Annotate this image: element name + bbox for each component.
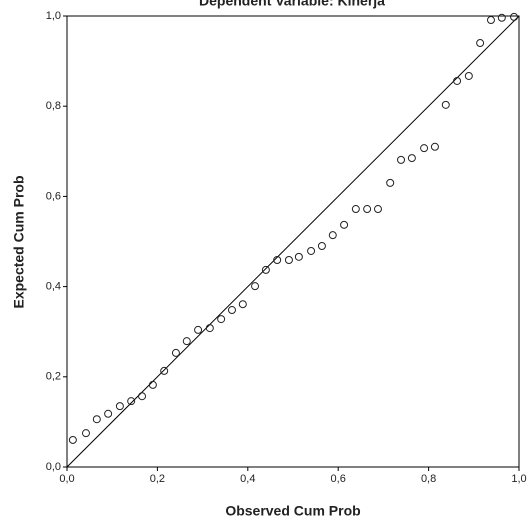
y-axis-title: Expected Cum Prob [11, 175, 27, 308]
x-tick-label: 0,2 [150, 473, 165, 485]
y-tick-label: 1,0 [46, 10, 61, 22]
x-tick-label: 0,8 [421, 473, 436, 485]
y-tick-label: 0,8 [46, 100, 61, 112]
chart-title: Dependent Variable: Kinerja [199, 0, 385, 9]
x-axis-title: Observed Cum Prob [225, 503, 360, 519]
y-tick-label: 0,2 [46, 371, 61, 383]
y-tick-label: 0,6 [46, 190, 61, 202]
y-tick-label: 0,0 [46, 461, 61, 473]
x-tick-label: 0,0 [59, 473, 74, 485]
chart: Dependent Variable: Kinerja Observed Cum… [0, 0, 529, 522]
x-tick-label: 0,6 [331, 473, 346, 485]
x-tick-label: 0,4 [240, 473, 255, 485]
x-tick-label: 1,0 [511, 473, 526, 485]
y-tick-label: 0,4 [46, 281, 61, 293]
